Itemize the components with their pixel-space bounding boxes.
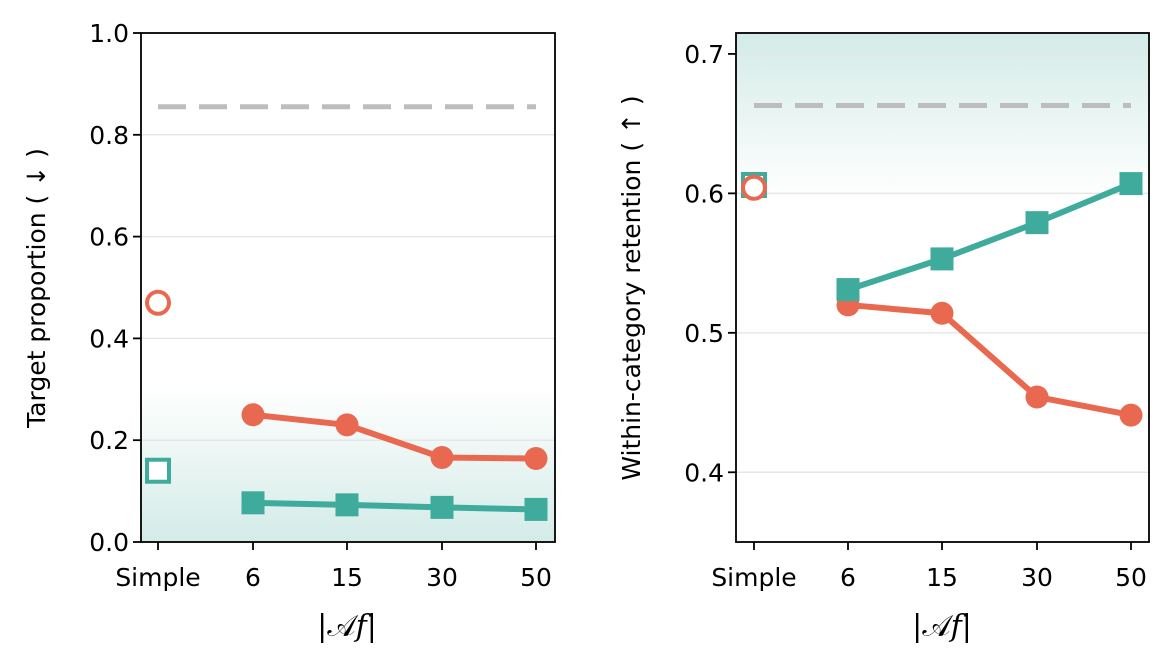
data-point-circle [524, 447, 548, 471]
data-point-circle [241, 403, 265, 427]
panel-within-category-retention: 0.4 0.5 0.6 0.7 Simple 6 15 30 50 Within-catego… [617, 32, 1150, 644]
y-tick-label: 0.2 [89, 426, 129, 455]
data-point-circle [1119, 403, 1143, 427]
data-point-square [1119, 172, 1143, 196]
series-line-square [847, 180, 1133, 293]
data-point-square [1025, 211, 1049, 235]
simple-square-marker [145, 457, 171, 484]
x-ticks-left: Simple 6 15 30 50 [115, 542, 552, 592]
data-point-square [241, 491, 265, 515]
x-tick-label: 50 [520, 563, 552, 592]
axes-frame-left [140, 32, 556, 543]
x-tick-label: 6 [245, 563, 261, 592]
gridlines-right [736, 53, 1149, 474]
plot-marks-right [741, 172, 1143, 427]
x-tick-label: Simple [711, 563, 796, 592]
series-line-square [252, 499, 537, 513]
series-line-circle [252, 411, 537, 462]
x-axis-label-right: |𝒜𝑓| [912, 609, 972, 644]
data-point-circle [1025, 385, 1049, 409]
y-tick-label: 0.4 [684, 458, 724, 487]
y-tick-label: 0.0 [89, 528, 129, 557]
series-line-circle [847, 301, 1132, 419]
x-tick-label: 15 [331, 563, 363, 592]
x-tick-label: 50 [1115, 563, 1147, 592]
panel-target-proportion: 0.0 0.2 0.4 0.6 0.8 1.0 Simple 6 15 30 50 Target … [22, 19, 556, 644]
y-tick-label: 0.4 [89, 324, 129, 353]
x-tick-label: 30 [1021, 563, 1053, 592]
data-point-square [335, 493, 359, 517]
y-ticks-right: 0.4 0.5 0.6 0.7 [684, 40, 736, 487]
y-ticks-left: 0.0 0.2 0.4 0.6 0.8 1.0 [89, 19, 141, 557]
y-tick-label: 0.8 [89, 121, 129, 150]
x-axis-label-left: |𝒜𝑓| [317, 609, 377, 644]
simple-circle-marker [741, 174, 767, 201]
x-ticks-right: Simple 6 15 30 50 [711, 542, 1147, 592]
data-point-square [430, 495, 454, 519]
x-tick-label: 6 [840, 563, 856, 592]
y-axis-label-right: Within-category retention ( ↑ ) [617, 95, 646, 480]
y-tick-label: 0.7 [684, 40, 724, 69]
data-point-circle [335, 413, 359, 437]
x-tick-label: 30 [426, 563, 458, 592]
plot-marks-left [145, 289, 548, 521]
shaded-region-left [141, 388, 555, 542]
data-point-circle [930, 301, 954, 325]
data-point-square [524, 497, 548, 521]
y-axis-label-left: Target proportion ( ↓ ) [22, 148, 51, 429]
x-tick-label: 15 [926, 563, 958, 592]
y-tick-label: 1.0 [89, 19, 129, 48]
y-tick-label: 0.6 [89, 223, 129, 252]
x-tick-label: Simple [115, 563, 200, 592]
y-tick-label: 0.5 [684, 319, 724, 348]
data-point-circle [430, 446, 454, 470]
data-point-square [836, 278, 860, 302]
simple-circle-marker [145, 289, 171, 316]
data-point-square [930, 247, 954, 271]
shaded-region-right [736, 33, 1149, 198]
y-tick-label: 0.6 [684, 179, 724, 208]
